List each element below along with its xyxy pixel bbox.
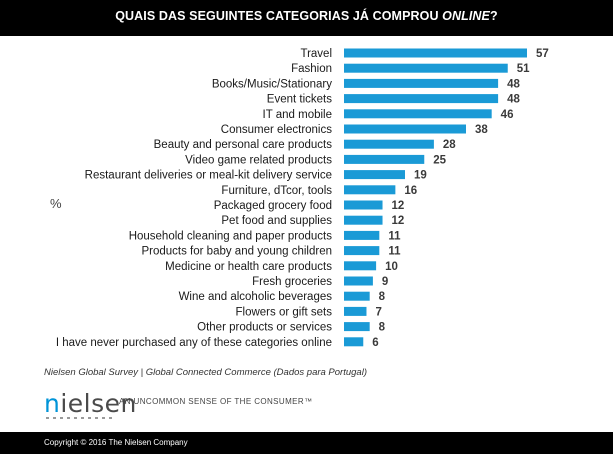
value-label: 7 (375, 306, 381, 318)
bar (344, 200, 383, 210)
value-label: 19 (414, 170, 427, 182)
category-label: Video game related products (185, 154, 332, 166)
value-label: 51 (517, 63, 530, 75)
bar (344, 230, 380, 240)
copyright: Copyright © 2016 The Nielsen Company (44, 438, 188, 447)
brand-name-first: n (44, 389, 61, 418)
category-label: Restaurant deliveries or meal-kit delive… (85, 170, 332, 182)
value-label: 8 (379, 322, 386, 334)
value-label: 57 (536, 48, 549, 60)
value-label: 46 (501, 109, 514, 121)
title-italic: ONLINE (442, 9, 490, 23)
category-label: I have never purchased any of these cate… (56, 337, 332, 349)
category-label: Wine and alcoholic beverages (179, 291, 333, 303)
brand-name-rest: ielsen (60, 389, 137, 418)
value-label: 11 (388, 230, 401, 242)
category-label: IT and mobile (263, 109, 332, 121)
value-label: 16 (404, 185, 417, 197)
category-label: Packaged grocery food (214, 200, 332, 212)
category-label: Household cleaning and paper products (129, 230, 333, 242)
value-label: 8 (379, 291, 386, 303)
value-label: 28 (443, 139, 456, 151)
chart-title: QUAIS DAS SEGUINTES CATEGORIAS JÁ COMPRO… (0, 9, 613, 23)
bar (344, 306, 367, 316)
value-label: 6 (372, 337, 378, 349)
bar (344, 124, 466, 134)
bar (344, 276, 373, 286)
category-label: Consumer electronics (221, 124, 332, 136)
bar (344, 215, 383, 225)
value-label: 9 (382, 276, 388, 288)
bar (344, 291, 370, 301)
footer-bar (0, 432, 613, 454)
bar-chart: Travel 57 Fashion 51 Books/Music/Stationary 4… (56, 48, 549, 349)
title-main: QUAIS DAS SEGUINTES CATEGORIAS JÁ COMPRO… (115, 9, 439, 23)
unit-label: % (50, 196, 62, 211)
value-label: 12 (392, 215, 405, 227)
category-label: Fashion (291, 63, 332, 75)
category-label: Books/Music/Stationary (212, 78, 332, 90)
bar (344, 246, 380, 256)
value-label: 48 (507, 78, 520, 90)
value-label: 48 (507, 94, 520, 106)
value-label: 11 (388, 246, 401, 258)
value-label: 10 (385, 261, 398, 273)
category-label: Travel (300, 48, 332, 60)
category-label: Pet food and supplies (221, 215, 332, 227)
bar (344, 78, 499, 88)
value-label: 25 (433, 154, 446, 166)
category-label: Beauty and personal care products (154, 139, 333, 151)
category-label: Medicine or health care products (165, 261, 332, 273)
bar (344, 139, 434, 149)
title-end: ? (490, 9, 498, 23)
bar (344, 94, 499, 104)
bar (344, 261, 377, 271)
bar (344, 337, 364, 347)
category-label: Furniture, dTcor, tools (221, 185, 332, 197)
category-label: Fresh groceries (252, 276, 332, 288)
brand-name: nielsen (44, 389, 137, 418)
category-label: Flowers or gift sets (236, 306, 333, 318)
bar (344, 154, 425, 164)
category-label: Other products or services (197, 322, 332, 334)
bar (344, 170, 405, 180)
value-label: 12 (392, 200, 405, 212)
category-label: Event tickets (267, 94, 332, 106)
bar (344, 48, 527, 58)
source-note: Nielsen Global Survey | Global Connected… (44, 367, 367, 378)
category-label: Products for baby and young children (141, 246, 332, 258)
header-bar (0, 0, 613, 36)
tagline: AN UNCOMMON SENSE OF THE CONSUMER™ (119, 397, 313, 406)
bar (344, 322, 370, 332)
bar (344, 109, 492, 119)
bar (344, 185, 396, 195)
bar (344, 63, 508, 73)
brand-dots (46, 417, 116, 419)
value-label: 38 (475, 124, 488, 136)
